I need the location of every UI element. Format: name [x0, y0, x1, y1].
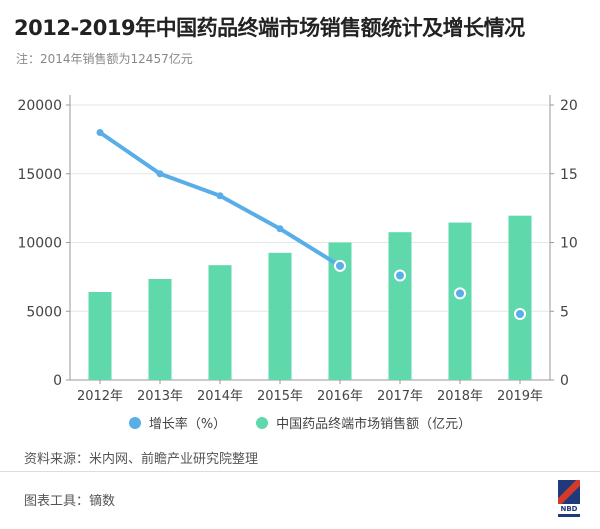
nbd-logo-text: NBD [560, 505, 578, 513]
growth-point [276, 225, 284, 233]
y-left-tick-label: 20000 [17, 98, 62, 114]
bar [388, 232, 412, 380]
tool-note: 图表工具：镝数 [24, 494, 116, 509]
footer-divider [0, 471, 600, 472]
y-right-tick-label: 0 [560, 373, 569, 389]
bar [448, 222, 472, 380]
growth-point [334, 259, 346, 272]
bar [268, 252, 292, 380]
legend-line-label: 增长率（%） [148, 417, 227, 432]
source-note: 资料来源：米内网、前瞻产业研究院整理 [24, 452, 259, 467]
y-right-tick-label: 15 [560, 167, 578, 183]
nbd-logo-bar [558, 514, 580, 517]
x-tick-label: 2013年 [137, 389, 183, 404]
nbd-logo-mark [558, 480, 580, 504]
x-tick-label: 2014年 [197, 389, 243, 404]
chart-subtitle: 注：2014年销售额为12457亿元 [16, 52, 193, 66]
growth-point [96, 129, 104, 136]
combo-chart: 0 5000 10000 15000 20000 0 5 10 15 20 2012年 2013年 20… [17, 95, 578, 404]
legend: 增长率（%） 中国药品终端市场销售额（亿元） [0, 413, 600, 432]
bar [208, 265, 232, 380]
y-right-tick-label: 5 [560, 304, 569, 320]
legend-bar-swatch [256, 416, 269, 429]
x-tick-label: 2015年 [257, 389, 303, 404]
y-left-tick-label: 5000 [26, 304, 62, 320]
legend-bar-label: 中国药品终端市场销售额（亿元） [276, 417, 472, 432]
x-tick-label: 2012年 [77, 389, 123, 404]
nbd-logo: NBD [558, 480, 580, 518]
bar [508, 215, 532, 380]
y-right-tick-label: 20 [560, 98, 578, 114]
legend-item-growth[interactable]: 增长率（%） [128, 413, 227, 432]
x-tick-label: 2019年 [497, 389, 543, 404]
growth-point [454, 287, 466, 300]
growth-point [514, 308, 526, 320]
bar [88, 292, 112, 380]
y-left-tick-label: 0 [53, 373, 62, 389]
y-left-tick-label: 10000 [17, 236, 62, 252]
legend-item-sales[interactable]: 中国药品终端市场销售额（亿元） [256, 413, 471, 432]
x-tick-label: 2018年 [437, 389, 483, 404]
chart-title: 2012-2019年中国药品终端市场销售额统计及增长情况 [14, 16, 525, 40]
x-tick-label: 2016年 [317, 389, 363, 404]
legend-line-swatch [128, 416, 141, 429]
bar [148, 278, 172, 380]
growth-point [156, 170, 164, 178]
bar [328, 242, 352, 380]
growth-point [216, 192, 224, 200]
y-left-tick-label: 15000 [17, 167, 62, 183]
x-tick-label: 2017年 [377, 389, 423, 404]
growth-point [394, 269, 406, 282]
y-right-tick-label: 10 [560, 236, 578, 252]
